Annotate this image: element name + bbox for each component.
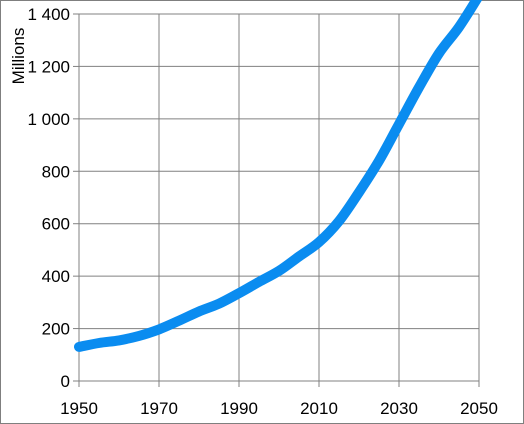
y-tick-label: 600	[42, 215, 70, 234]
x-tick-label: 1970	[140, 399, 178, 418]
data-point	[279, 270, 280, 271]
x-tick-label: 2050	[460, 399, 498, 418]
data-point	[319, 242, 320, 243]
data-point	[419, 87, 420, 88]
data-point	[159, 329, 160, 330]
y-tick-label: 0	[61, 372, 70, 391]
data-point	[79, 346, 80, 347]
x-tick-label: 1990	[220, 399, 258, 418]
y-tick-label: 400	[42, 267, 70, 286]
x-tick-label: 2030	[380, 399, 418, 418]
axes	[73, 13, 480, 387]
data-point	[99, 343, 100, 344]
y-tick-label: 800	[42, 162, 70, 181]
data-point	[379, 160, 380, 161]
data-point	[199, 311, 200, 312]
tick-labels: 0 200 400 600 800 1 000 1 200 1 400 1950 1970 1990…	[27, 5, 497, 418]
y-tick-label: 1 200	[27, 57, 70, 76]
data-point	[439, 53, 440, 54]
data-point	[459, 27, 460, 28]
series-line	[74, 0, 483, 352]
data-point	[139, 335, 140, 336]
y-axis-title: Millions	[9, 28, 28, 85]
data-point	[339, 221, 340, 222]
y-tick-label: 1 000	[27, 110, 70, 129]
data-point	[119, 340, 120, 341]
data-point	[219, 303, 220, 304]
data-point	[399, 124, 400, 125]
y-tick-label: 1 400	[27, 5, 70, 24]
data-point	[179, 320, 180, 321]
data-point	[259, 281, 260, 282]
x-tick-label: 2010	[300, 399, 338, 418]
data-point	[299, 256, 300, 257]
series-layer	[74, 0, 483, 352]
data-point	[239, 293, 240, 294]
grid	[79, 13, 480, 381]
x-tick-label: 1950	[60, 399, 98, 418]
y-tick-label: 200	[42, 320, 70, 339]
data-point	[359, 192, 360, 193]
